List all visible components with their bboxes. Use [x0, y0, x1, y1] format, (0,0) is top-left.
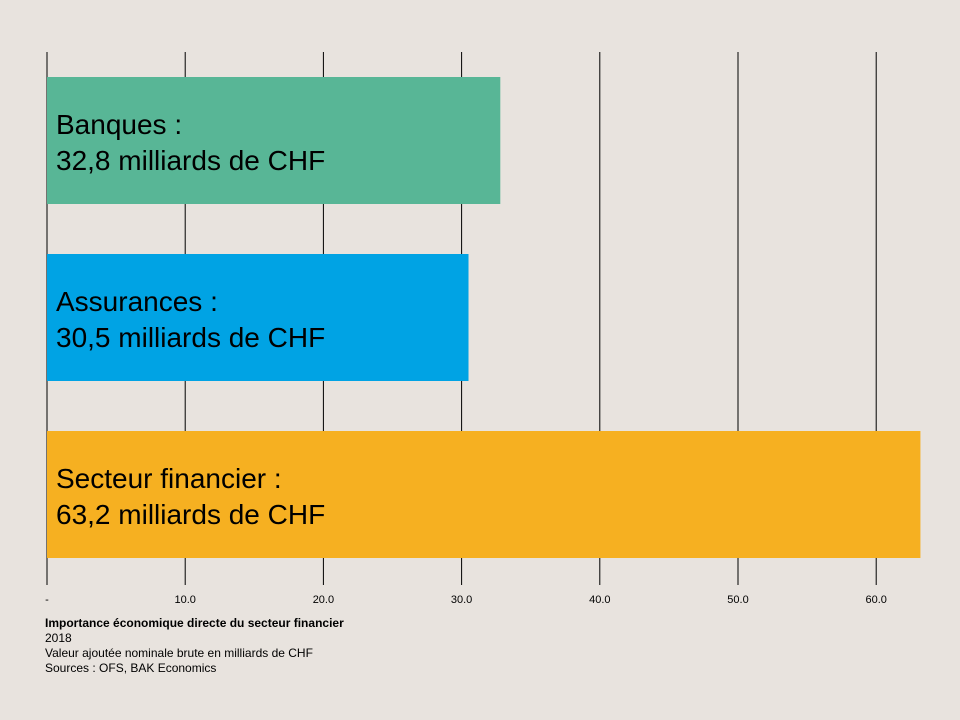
bars: Banques : 32,8 milliards de CHF Assurances…	[47, 77, 921, 558]
bar-data-label: Assurances :	[56, 286, 218, 317]
chart-subtitle: 2018	[45, 631, 72, 645]
x-tick-label: 40.0	[589, 594, 610, 606]
bar-data-label: Secteur financier :	[56, 463, 282, 494]
x-tick-label: -	[45, 594, 49, 606]
x-axis: - 10.0 20.0 30.0 40.0 50.0 60.0	[45, 594, 887, 606]
bar-data-label: Banques :	[56, 109, 182, 140]
bar-chart: Banques : 32,8 milliards de CHF Assurances…	[45, 52, 921, 606]
chart-source: Sources : OFS, BAK Economics	[45, 661, 217, 675]
x-tick-label: 30.0	[451, 594, 472, 606]
bar-data-label: 63,2 milliards de CHF	[56, 499, 325, 530]
bar-data-label: 30,5 milliards de CHF	[56, 322, 325, 353]
bar	[47, 77, 501, 204]
bar	[47, 431, 921, 558]
x-tick-label: 50.0	[727, 594, 748, 606]
x-tick-label: 20.0	[313, 594, 334, 606]
x-tick-label: 10.0	[174, 594, 195, 606]
bar-data-label: 32,8 milliards de CHF	[56, 145, 325, 176]
chart-caption: Importance économique directe du secteur…	[45, 616, 344, 676]
x-tick-label: 60.0	[865, 594, 886, 606]
chart-note: Valeur ajoutée nominale brute en milliar…	[45, 646, 313, 660]
bar	[47, 254, 469, 381]
chart-title: Importance économique directe du secteur…	[45, 616, 344, 630]
